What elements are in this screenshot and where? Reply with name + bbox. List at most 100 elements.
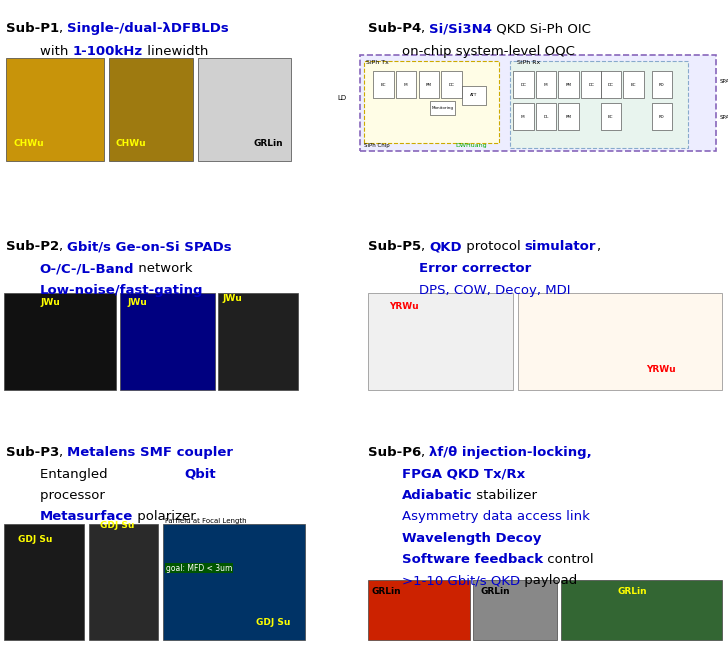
Text: LD: LD <box>338 95 347 101</box>
Text: ,: , <box>421 240 429 253</box>
Text: payload: payload <box>520 574 577 587</box>
Text: PM: PM <box>566 115 571 119</box>
Bar <box>561 580 722 640</box>
Text: ,: , <box>596 240 601 253</box>
Text: PM: PM <box>566 83 571 87</box>
Bar <box>163 524 305 640</box>
Bar <box>441 71 462 98</box>
Text: simulator: simulator <box>525 240 596 253</box>
Text: Entangled: Entangled <box>6 468 184 480</box>
Text: DL: DL <box>543 115 549 119</box>
Text: stabilizer: stabilizer <box>472 489 537 502</box>
Text: ,: , <box>59 22 67 35</box>
Bar <box>4 293 116 390</box>
Bar <box>462 86 486 105</box>
Bar <box>601 71 621 98</box>
Text: PD: PD <box>659 115 665 119</box>
Bar <box>364 61 499 143</box>
Text: Single-/dual-λDFBLDs: Single-/dual-λDFBLDs <box>67 22 229 35</box>
Bar <box>510 61 688 148</box>
Text: Sub-P2: Sub-P2 <box>6 240 59 253</box>
Text: DC: DC <box>448 83 454 87</box>
Text: >1-10 Gbit/s QKD: >1-10 Gbit/s QKD <box>402 574 520 587</box>
Text: Adiabatic: Adiabatic <box>402 489 472 502</box>
Bar <box>4 524 84 640</box>
Bar <box>536 71 556 98</box>
Text: GRLin: GRLin <box>253 139 283 148</box>
Text: GRLin: GRLin <box>480 587 510 596</box>
Text: SiPh Tx: SiPh Tx <box>366 60 389 65</box>
Bar <box>581 71 601 98</box>
Text: O-/C-/L-Band: O-/C-/L-Band <box>40 262 135 275</box>
Bar <box>558 103 579 130</box>
Text: FPGA QKD Tx/Rx: FPGA QKD Tx/Rx <box>402 468 525 480</box>
Bar <box>513 71 534 98</box>
Bar <box>396 71 416 98</box>
Bar <box>652 103 672 130</box>
Bar <box>623 71 644 98</box>
Bar <box>518 293 722 390</box>
Text: SiPh Chip: SiPh Chip <box>364 143 389 148</box>
Bar <box>430 101 455 115</box>
Text: Software feedback: Software feedback <box>402 553 543 566</box>
Text: JWu: JWu <box>40 298 60 307</box>
Text: Gbit/s Ge-on-Si SPADs: Gbit/s Ge-on-Si SPADs <box>67 240 232 253</box>
Text: ,: , <box>421 446 430 458</box>
Text: EC: EC <box>381 83 387 87</box>
Text: ,: , <box>421 22 430 35</box>
Text: DWHuang: DWHuang <box>455 143 486 148</box>
Text: Asymmetry data access link: Asymmetry data access link <box>368 510 590 523</box>
Text: Wavelength Decoy: Wavelength Decoy <box>402 532 541 544</box>
Text: Si/Si3N4: Si/Si3N4 <box>430 22 492 35</box>
Text: ,: , <box>59 446 68 458</box>
Text: CHWu: CHWu <box>13 139 44 148</box>
Bar <box>120 293 215 390</box>
Text: Qbit: Qbit <box>184 468 215 480</box>
Bar <box>373 71 394 98</box>
Text: IM: IM <box>404 83 408 87</box>
Text: JWu: JWu <box>222 295 242 303</box>
Bar <box>368 580 470 640</box>
Text: JWu: JWu <box>127 298 147 307</box>
Text: processor: processor <box>6 489 105 502</box>
Bar <box>368 293 513 390</box>
Text: EC: EC <box>608 115 614 119</box>
Bar <box>360 55 716 151</box>
Text: SPAD: SPAD <box>719 115 728 120</box>
Text: network: network <box>135 262 193 275</box>
Text: IM: IM <box>544 83 548 87</box>
Text: GRLin: GRLin <box>617 587 647 596</box>
Text: with: with <box>6 45 73 57</box>
Text: DC: DC <box>588 83 594 87</box>
Text: goal: MFD < 3um: goal: MFD < 3um <box>166 564 232 572</box>
Text: polarizer: polarizer <box>133 510 196 523</box>
Bar <box>198 58 291 161</box>
Bar <box>473 580 557 640</box>
Text: PD: PD <box>659 83 665 87</box>
Text: QKD: QKD <box>429 240 462 253</box>
Text: YRWu: YRWu <box>389 303 419 311</box>
Text: SiPh Rx: SiPh Rx <box>517 60 540 65</box>
Bar <box>89 524 158 640</box>
Text: Sub-P5: Sub-P5 <box>368 240 421 253</box>
Text: Sub-P6: Sub-P6 <box>368 446 421 458</box>
Bar <box>419 71 439 98</box>
Text: 1-100kHz: 1-100kHz <box>73 45 143 57</box>
Text: DC: DC <box>608 83 614 87</box>
Text: PM: PM <box>426 83 432 87</box>
Text: DPS, COW, Decoy, MDI: DPS, COW, Decoy, MDI <box>368 284 570 297</box>
Text: Sub-P3: Sub-P3 <box>6 446 59 458</box>
Text: IM: IM <box>521 115 526 119</box>
Text: protocol: protocol <box>462 240 525 253</box>
Text: GDJ Su: GDJ Su <box>100 522 134 530</box>
Text: linewidth: linewidth <box>143 45 208 57</box>
Text: GDJ Su: GDJ Su <box>18 535 52 544</box>
Text: on-chip system-level OQC: on-chip system-level OQC <box>368 45 574 57</box>
Text: ,: , <box>59 240 67 253</box>
Text: GRLin: GRLin <box>371 587 401 596</box>
Bar <box>218 293 298 390</box>
Text: GDJ Su: GDJ Su <box>256 618 290 627</box>
Bar <box>6 58 104 161</box>
Text: Error corrector: Error corrector <box>419 262 531 275</box>
Text: CHWu: CHWu <box>115 139 146 148</box>
